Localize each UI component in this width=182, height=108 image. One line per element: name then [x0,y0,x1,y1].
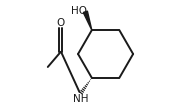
Text: O: O [57,18,65,28]
Polygon shape [83,11,92,30]
Text: NH: NH [73,94,88,104]
Text: HO: HO [71,6,87,16]
